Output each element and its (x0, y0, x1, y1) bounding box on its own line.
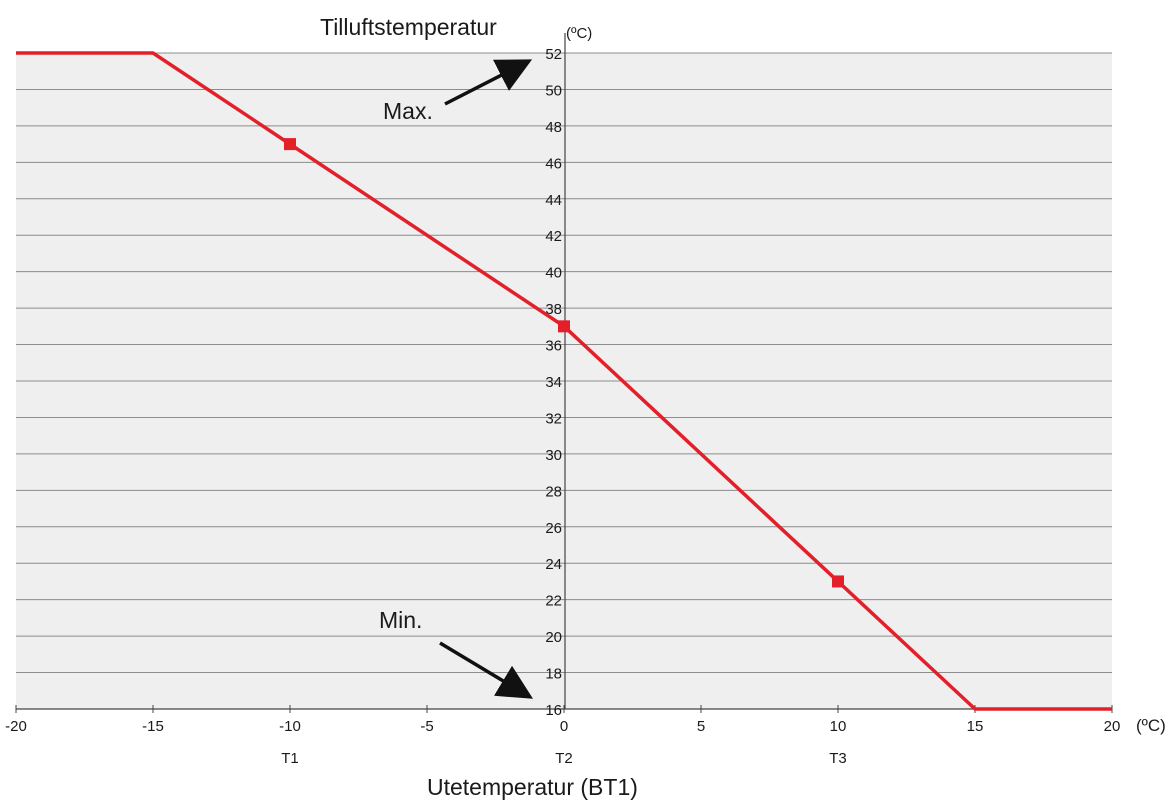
y-tick-label: 34 (545, 374, 562, 391)
x-tick-label: 15 (967, 718, 984, 735)
x-axis-title: Utetemperatur (BT1) (427, 774, 638, 800)
y-tick-label: 28 (545, 483, 562, 500)
y-tick-label: 16 (545, 702, 562, 719)
x-tick-label: -20 (5, 718, 27, 735)
x-tick-label: 5 (697, 718, 705, 735)
annotation-max: Max. (383, 98, 433, 124)
y-tick-label: 32 (545, 410, 562, 427)
y-tick-label: 42 (545, 228, 562, 245)
marker-label: T3 (829, 750, 847, 767)
y-tick-label: 30 (545, 447, 562, 464)
y-axis-title: Tilluftstemperatur (320, 14, 497, 40)
x-tick-label: 20 (1104, 718, 1121, 735)
axes: 16182022242628303234363840424446485052-2… (5, 33, 1120, 735)
y-tick-label: 40 (545, 265, 562, 282)
x-tick-label: 10 (830, 718, 847, 735)
y-tick-label: 26 (545, 520, 562, 537)
arrow-min (439, 641, 534, 699)
y-tick-label: 50 (545, 82, 562, 99)
y-tick-label: 48 (545, 119, 562, 136)
x-tick-label: -5 (420, 718, 433, 735)
y-tick-label: 38 (545, 301, 562, 318)
arrow-max (444, 59, 533, 106)
y-tick-label: 46 (545, 155, 562, 172)
data-marker (558, 320, 570, 333)
marker-label: T2 (555, 750, 573, 767)
data-marker (284, 138, 296, 151)
labels: Tilluftstemperatur (ºC) (ºC) Utetemperat… (320, 14, 1166, 800)
y-tick-label: 18 (545, 666, 562, 683)
annotation-min: Min. (379, 607, 422, 633)
data-marker (832, 575, 844, 588)
grid (16, 52, 1112, 674)
y-axis-unit: (ºC) (566, 25, 592, 42)
annotation-arrows (439, 59, 534, 699)
y-tick-label: 24 (545, 556, 562, 573)
x-axis-unit: (ºC) (1136, 716, 1166, 735)
marker-layer: T1 T2 T3 (281, 138, 847, 767)
y-tick-label: 44 (545, 192, 562, 209)
y-tick-label: 36 (545, 338, 562, 355)
x-tick-label: -15 (142, 718, 164, 735)
y-tick-label: 22 (545, 593, 562, 610)
y-tick-label: 20 (545, 629, 562, 646)
x-tick-label: 0 (560, 718, 568, 735)
x-tick-label: -10 (279, 718, 301, 735)
marker-label: T1 (281, 750, 299, 767)
y-tick-label: 52 (545, 46, 562, 63)
